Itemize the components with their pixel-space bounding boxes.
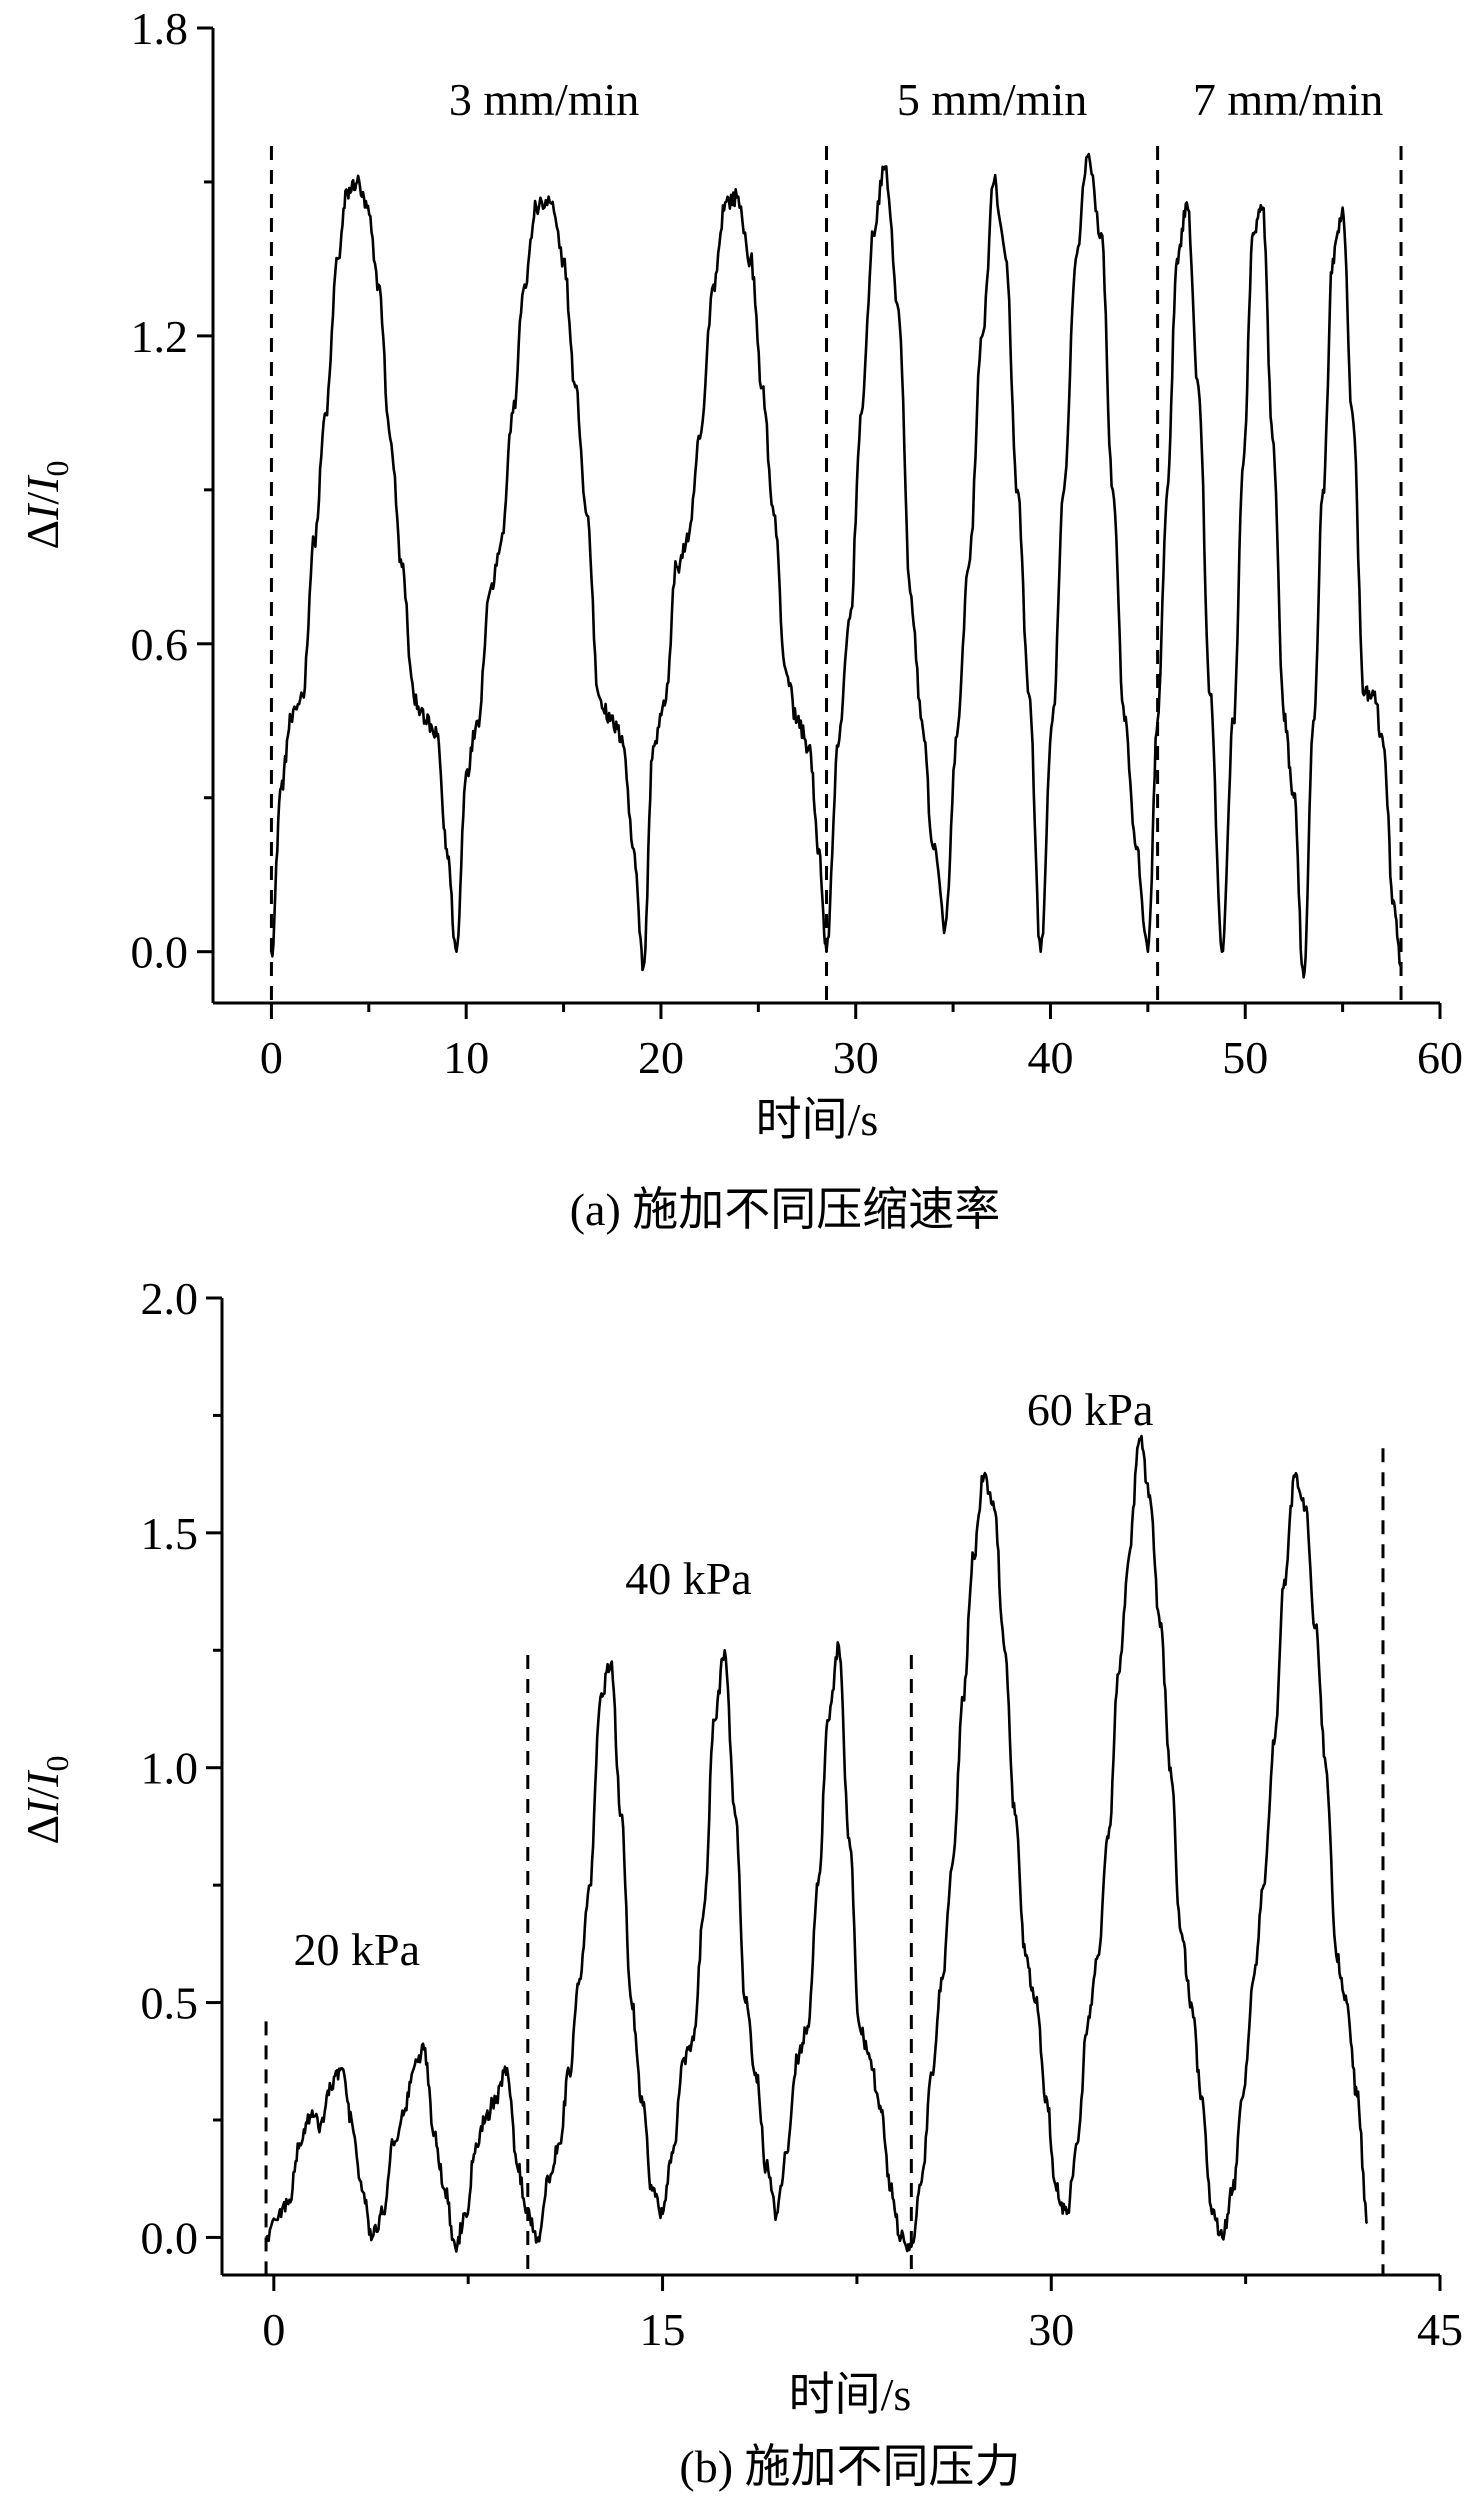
panel-b-y-axis-title-slash: / [17, 1787, 68, 1800]
panel-b-y-axis-title-delta: Δ [17, 1815, 68, 1845]
x-tick-label: 40 [1027, 1032, 1073, 1083]
segment-annotation: 3 mm/min [449, 74, 639, 125]
panel-a-y-axis-title-sub: 0 [39, 460, 75, 476]
panel-a-dividers [269, 146, 1403, 1003]
panel-a-series-line [270, 152, 1403, 979]
y-tick-label: 1.8 [131, 3, 189, 54]
y-tick-label: 0.5 [141, 1978, 199, 2029]
x-tick-label: 20 [638, 1032, 684, 1083]
x-tick-label: 0 [260, 1032, 283, 1083]
segment-annotation: 5 mm/min [897, 74, 1087, 125]
y-tick-label: 2.0 [141, 1273, 199, 1324]
panel-a: 0 10 20 30 40 50 60 0.0 0.6 1.2 1.8 3 mm/min 5 mm/m… [17, 3, 1463, 1235]
x-tick-label: 30 [1028, 2304, 1074, 2355]
x-tick-label: 10 [443, 1032, 489, 1083]
segment-annotation: 60 kPa [1027, 1384, 1154, 1435]
segment-annotation: 40 kPa [625, 1553, 752, 1604]
panel-b-x-axis-title: 时间/s [789, 2369, 912, 2420]
panel-a-y-axis-title: ΔI/I0 [17, 460, 75, 549]
y-tick-label: 0.0 [141, 2212, 199, 2263]
panel-a-ticks [197, 26, 1442, 1019]
x-tick-label: 60 [1417, 1032, 1463, 1083]
panel-b-dividers [264, 1448, 1385, 2275]
panel-b-annotations: 20 kPa 40 kPa 60 kPa [294, 1384, 1154, 1975]
panel-b-y-axis-title: ΔI/I0 [17, 1755, 75, 1844]
y-tick-label: 0.0 [131, 927, 189, 978]
panel-a-annotations: 3 mm/min 5 mm/min 7 mm/min [449, 74, 1383, 125]
y-tick-label: 0.6 [131, 619, 189, 670]
panel-b-tick-labels: 0 15 30 45 0.0 0.5 1.0 1.5 2.0 [141, 1273, 1464, 2355]
panel-a-y-axis-title-slash: / [17, 492, 68, 505]
x-tick-label: 30 [833, 1032, 879, 1083]
y-tick-label: 1.2 [131, 311, 189, 362]
panel-a-x-axis-title: 时间/s [756, 1094, 879, 1145]
panel-a-y-axis-title-delta: Δ [17, 520, 68, 550]
panel-b: 0 15 30 45 0.0 0.5 1.0 1.5 2.0 20 kPa 40 kPa 60 kP… [17, 1273, 1463, 2492]
panel-a-y-axis-title-i: I [17, 502, 68, 521]
y-tick-label: 1.5 [141, 1508, 199, 1559]
x-tick-label: 15 [640, 2304, 686, 2355]
panel-a-y-axis-title-i0: I [17, 474, 68, 493]
x-tick-label: 0 [262, 2304, 285, 2355]
panel-a-tick-labels: 0 10 20 30 40 50 60 0.0 0.6 1.2 1.8 [131, 3, 1464, 1083]
panel-b-series-line [265, 1434, 1369, 2253]
panel-b-ticks [206, 1296, 1442, 2291]
y-tick-label: 1.0 [141, 1743, 199, 1794]
panel-b-y-axis-title-i: I [17, 1797, 68, 1816]
x-tick-label: 45 [1417, 2304, 1463, 2355]
panel-a-caption: (a) 施加不同压缩速率 [570, 1184, 1001, 1235]
panel-b-y-axis-title-sub: 0 [39, 1755, 75, 1771]
segment-annotation: 7 mm/min [1193, 74, 1383, 125]
segment-annotation: 20 kPa [294, 1924, 421, 1975]
panel-b-caption: (b) 施加不同压力 [679, 2441, 1020, 2492]
panel-b-y-axis-title-i0: I [17, 1769, 68, 1788]
x-tick-label: 50 [1222, 1032, 1268, 1083]
